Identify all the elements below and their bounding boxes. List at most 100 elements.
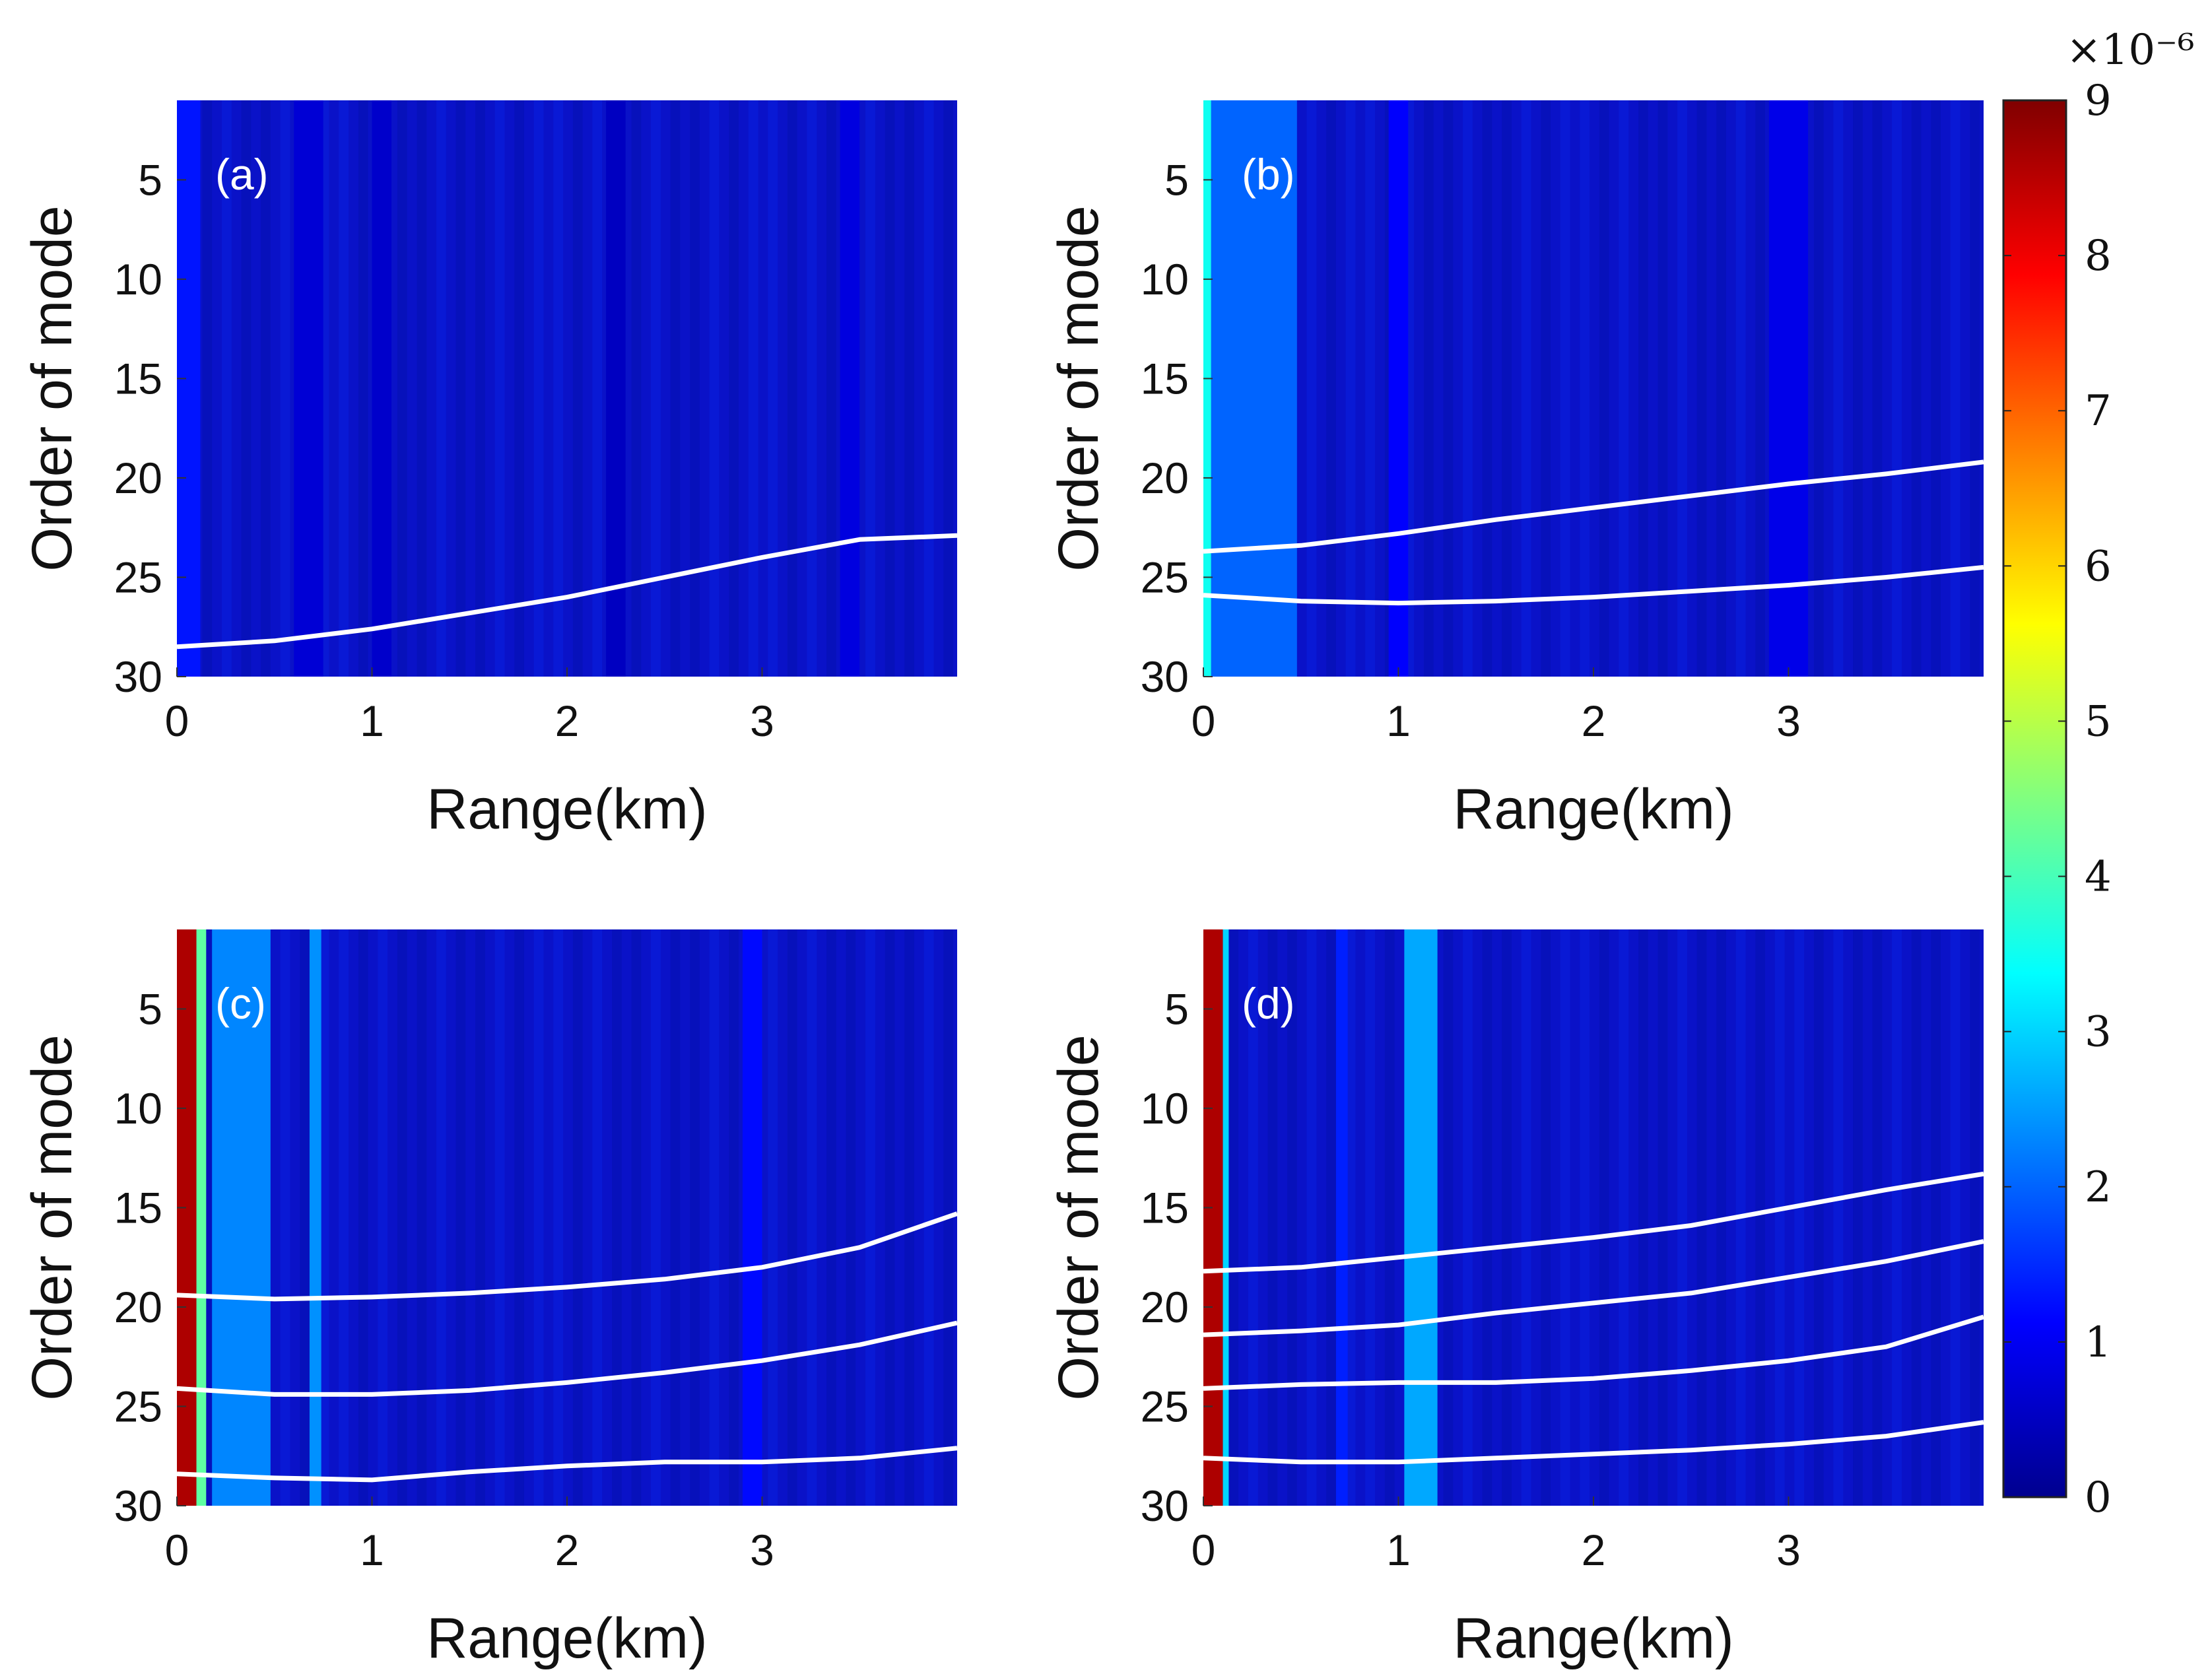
texture-stripe	[592, 100, 603, 677]
texture-stripe	[729, 929, 739, 1506]
y-tick-label: 30	[114, 1481, 162, 1530]
heatmap-band	[212, 929, 271, 1506]
texture-stripe	[1228, 929, 1239, 1506]
y-tick-label: 30	[114, 652, 162, 701]
texture-stripe	[1345, 929, 1356, 1506]
texture-stripe	[885, 100, 895, 677]
texture-stripe	[572, 100, 583, 677]
y-tick-label: 15	[114, 354, 162, 403]
texture-stripe	[417, 100, 427, 677]
y-tick-label: 20	[1141, 1283, 1189, 1331]
texture-stripe	[221, 100, 232, 677]
texture-stripe	[475, 929, 485, 1506]
texture-stripe	[514, 100, 524, 677]
texture-stripe	[1580, 100, 1590, 677]
x-tick-label: 3	[750, 1526, 774, 1574]
texture-stripe	[241, 100, 251, 677]
texture-stripe	[1599, 100, 1609, 677]
texture-stripe	[1892, 929, 1902, 1506]
colorbar-tick-label: 7	[2085, 387, 2112, 436]
texture-stripe	[1696, 100, 1707, 677]
heatmap-band	[372, 100, 392, 677]
colorbar-tick-label: 0	[2085, 1473, 2112, 1522]
y-tick-label: 20	[1141, 454, 1189, 502]
texture-stripe	[339, 100, 349, 677]
y-tick-label: 15	[1141, 354, 1189, 403]
texture-stripe	[533, 929, 544, 1506]
mode-curve	[177, 1446, 957, 1483]
texture-stripe	[1463, 929, 1473, 1506]
texture-stripe	[533, 100, 544, 677]
texture-stripe	[358, 100, 368, 677]
colorbar-tick-label: 6	[2085, 542, 2112, 591]
mode-curve	[1203, 564, 1984, 606]
texture-stripe	[261, 100, 271, 677]
texture-stripe	[1755, 100, 1766, 677]
texture-stripe	[1950, 929, 1961, 1506]
panel-b: (b) 5 10 15 20 25 300 1 2 3 Range(km) Order of mode	[1047, 100, 1984, 841]
texture-stripe	[1774, 929, 1785, 1506]
texture-stripe	[1813, 100, 1824, 677]
texture-stripe	[865, 929, 875, 1506]
y-tick-label: 10	[114, 255, 162, 304]
x-tick-label: 1	[360, 696, 384, 745]
heatmap-background	[177, 929, 957, 1506]
heatmap-band	[1404, 929, 1438, 1506]
x-tick-label: 2	[555, 696, 580, 745]
panel-label: (c)	[215, 979, 266, 1028]
heatmap-background	[1203, 100, 1984, 677]
texture-stripe	[651, 929, 661, 1506]
texture-stripe	[631, 929, 642, 1506]
y-tick-label: 25	[1141, 1382, 1189, 1430]
texture-stripe	[651, 100, 661, 677]
mode-curve	[1203, 1171, 1984, 1274]
texture-stripe	[280, 100, 290, 677]
texture-stripe	[1658, 100, 1668, 677]
x-tick-label: 3	[1776, 1526, 1801, 1574]
x-tick-label: 0	[165, 1526, 189, 1574]
texture-stripe	[670, 100, 681, 677]
heatmap-band	[840, 100, 860, 677]
texture-stripe	[1248, 929, 1258, 1506]
texture-stripe	[1326, 929, 1336, 1506]
texture-stripe	[1326, 100, 1336, 677]
x-axis-label: Range(km)	[1453, 1607, 1733, 1670]
texture-stripe	[904, 929, 914, 1506]
heatmap-band	[742, 929, 762, 1506]
heatmap-band	[294, 100, 323, 677]
texture-stripe	[436, 929, 446, 1506]
x-tick-label: 2	[1582, 1526, 1606, 1574]
texture-stripe	[1306, 929, 1317, 1506]
y-tick-label: 20	[114, 454, 162, 502]
x-axis-label: Range(km)	[426, 1607, 707, 1670]
texture-stripe	[1931, 929, 1941, 1506]
texture-stripe	[1950, 100, 1961, 677]
texture-stripe	[397, 929, 407, 1506]
texture-stripe	[300, 929, 310, 1506]
x-axis-label: Range(km)	[426, 778, 707, 841]
texture-stripe	[690, 100, 700, 677]
texture-stripe	[1735, 100, 1746, 677]
texture-stripe	[1521, 929, 1531, 1506]
texture-stripe	[1872, 929, 1883, 1506]
texture-stripe	[1911, 929, 1922, 1506]
texture-stripe	[1619, 100, 1629, 677]
colorbar-tick-label: 9	[2085, 77, 2112, 125]
texture-stripe	[1267, 929, 1278, 1506]
texture-stripe	[1970, 929, 1980, 1506]
heatmap-band	[1203, 929, 1223, 1506]
texture-stripe	[1931, 100, 1941, 677]
colorbar: 0 1 2 3 4 5 6 7 8 9×10⁻⁶	[2002, 26, 2195, 1522]
texture-stripe	[1853, 929, 1863, 1506]
texture-stripe	[378, 929, 388, 1506]
y-axis-label: Order of mode	[1047, 1034, 1110, 1400]
texture-stripe	[553, 100, 564, 677]
colorbar-tick-label: 2	[2085, 1163, 2112, 1212]
texture-stripe	[1365, 929, 1376, 1506]
x-tick-label: 2	[555, 1526, 580, 1574]
texture-stripe	[1423, 100, 1434, 677]
texture-stripe	[1716, 100, 1726, 677]
texture-stripe	[455, 100, 466, 677]
mode-curve	[1203, 459, 1984, 554]
